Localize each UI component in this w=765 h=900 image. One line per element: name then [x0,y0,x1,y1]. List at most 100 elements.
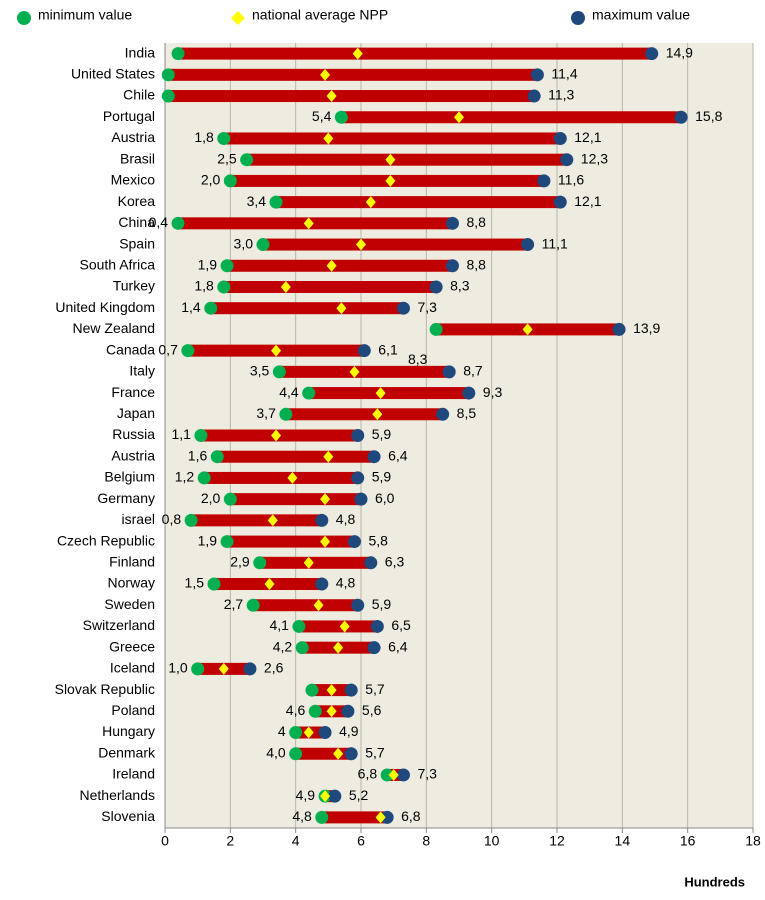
range-bar [253,599,358,612]
avg-marker [280,280,291,293]
avg-marker [349,365,360,378]
max-marker [380,810,394,824]
y-tick-label: Mexico [111,172,156,188]
avg-marker [333,641,344,654]
max-marker [537,174,551,188]
max-marker [429,280,443,294]
min-marker [334,110,348,124]
y-tick-label: Poland [111,702,155,718]
max-label: 11,6 [558,172,584,188]
avg-marker [313,599,324,612]
max-label: 11,1 [542,235,568,251]
min-marker [429,322,443,336]
avg-marker [271,429,282,442]
min-marker [240,153,254,167]
max-label: 6,4 [388,638,408,654]
max-marker [351,429,365,442]
min-label: 2,0 [201,490,221,506]
x-tick-label: 6 [357,833,365,849]
min-label: 6,8 [358,766,378,782]
min-marker [207,577,221,591]
range-bar [227,259,453,272]
avg-marker [326,90,337,103]
range-bar [217,450,375,463]
avg-marker [372,408,383,421]
x-tick-label: 18 [745,833,761,849]
min-marker [191,662,205,676]
max-marker [445,259,459,273]
x-axis-label: Hundreds [684,874,745,889]
avg-marker [303,726,314,739]
min-marker [315,810,329,824]
min-label: 3,5 [250,363,270,379]
max-label: 7,3 [417,299,437,315]
avg-marker [303,217,314,230]
range-bar [308,387,469,400]
avg-marker [323,132,334,145]
x-tick-label: 10 [484,833,500,849]
y-tick-label: Brasil [120,150,155,166]
range-bar [341,111,682,124]
avg-marker [385,174,396,187]
min-label: 4,2 [273,638,293,654]
min-label: 5,4 [312,108,332,124]
max-label: 8,7 [463,363,483,379]
range-bar [168,68,538,81]
avg-marker [218,662,229,675]
avg-marker [320,535,331,548]
min-marker [308,704,322,718]
max-label: 12,1 [574,129,601,145]
max-marker [612,322,626,336]
min-marker [217,280,231,294]
max-label: 8,8 [466,214,486,230]
max-marker [645,47,659,61]
max-label: 5,9 [372,469,392,485]
max-label: 8,8 [466,256,486,272]
min-label: 2,5 [217,150,237,166]
max-label: 8,3 [450,278,470,294]
max-label: 12,1 [574,193,601,209]
avg-marker [264,578,275,591]
y-tick-label: Czech Republic [57,532,155,548]
y-tick-label: United States [71,66,155,82]
max-marker [318,726,332,740]
max-label: 15,8 [695,108,722,124]
y-tick-label: Canada [106,341,155,357]
range-bar [191,514,322,527]
max-marker [521,238,535,252]
min-marker [302,386,316,400]
y-tick-label: Spain [119,235,155,251]
max-marker [357,344,371,358]
avg-marker [454,111,464,124]
min-marker [380,768,394,782]
y-tick-label: India [125,44,156,60]
avg-marker [303,556,314,569]
max-label: 6,3 [385,554,405,570]
avg-marker [339,620,350,633]
y-tick-label: Denmark [98,744,156,760]
y-tick-label: Norway [108,575,155,591]
min-marker [217,131,231,145]
y-tick-label: Hungary [102,723,155,739]
y-tick-label: Netherlands [80,787,156,803]
avg-marker [320,493,331,506]
max-marker [315,577,329,591]
min-label: 2,0 [201,172,221,188]
legend-marker [231,11,245,25]
y-tick-label: South Africa [80,256,156,272]
y-tick-label: United Kingdom [55,299,155,315]
max-label: 5,6 [362,702,382,718]
avg-marker [326,259,337,272]
max-label: 4,8 [336,575,356,591]
y-tick-label: israel [122,511,155,527]
max-label: 5,7 [365,744,385,760]
y-tick-label: Russia [112,426,155,442]
range-bar [321,811,388,824]
min-marker [279,407,293,421]
min-label: 0,4 [149,214,169,230]
y-tick-label: Korea [118,193,156,209]
max-label: 4,8 [336,511,356,527]
max-label: 14,9 [666,44,693,60]
min-marker [289,747,303,761]
legend-label: national average NPP [252,7,388,23]
